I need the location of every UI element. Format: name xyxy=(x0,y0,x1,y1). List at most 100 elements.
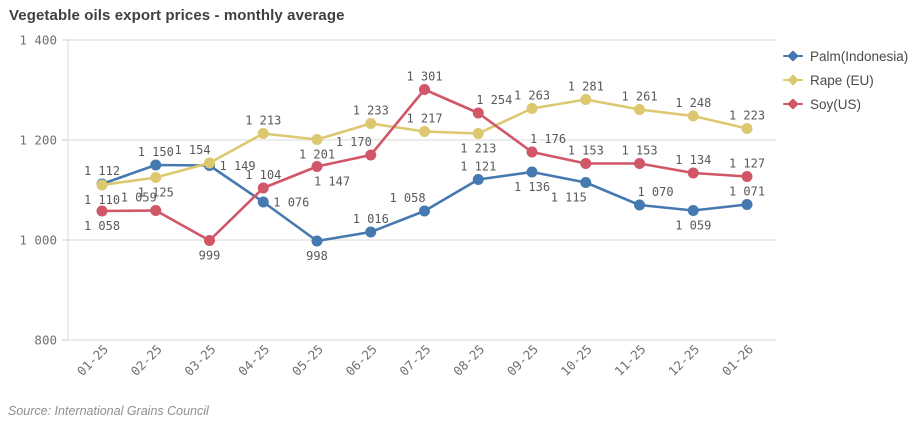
data-label-Palm(Indonesia)-02-25: 1 150 xyxy=(138,145,174,159)
data-point-Rape (EU)-01-26[interactable] xyxy=(741,123,753,134)
data-point-Rape (EU)-09-25[interactable] xyxy=(526,103,538,114)
data-label-Soy(US)-08-25: 1 254 xyxy=(476,93,512,107)
legend-label: Palm(Indonesia) xyxy=(810,48,909,64)
data-label-Palm(Indonesia)-10-25: 1 115 xyxy=(551,191,587,205)
data-point-Palm(Indonesia)-12-25[interactable] xyxy=(687,205,699,216)
data-label-Soy(US)-11-25: 1 153 xyxy=(621,144,657,158)
legend-label: Rape (EU) xyxy=(810,72,874,88)
data-point-Soy(US)-11-25[interactable] xyxy=(634,158,645,169)
data-point-Rape (EU)-04-25[interactable] xyxy=(257,128,269,139)
data-point-Soy(US)-08-25[interactable] xyxy=(472,107,484,119)
data-point-Palm(Indonesia)-06-25[interactable] xyxy=(365,226,377,238)
data-label-Rape (EU)-01-25: 1 110 xyxy=(84,193,120,207)
legend-item-Palm(Indonesia)[interactable]: Palm(Indonesia) xyxy=(783,44,913,68)
data-point-Rape (EU)-03-25[interactable] xyxy=(204,157,215,169)
x-axis-label-10-25[interactable]: 10-25 xyxy=(558,342,595,379)
x-axis-label-08-25[interactable]: 08-25 xyxy=(450,342,487,379)
data-point-Soy(US)-03-25[interactable] xyxy=(204,235,215,246)
data-label-Soy(US)-12-25: 1 134 xyxy=(675,153,711,167)
data-point-Soy(US)-01-25[interactable] xyxy=(96,205,108,217)
x-axis-label-02-25[interactable]: 02-25 xyxy=(128,342,165,379)
data-point-Rape (EU)-06-25[interactable] xyxy=(365,118,377,129)
data-label-Palm(Indonesia)-07-25: 1 058 xyxy=(389,191,425,205)
y-axis-label: 1 400 xyxy=(19,33,57,48)
data-label-Soy(US)-01-25: 1 058 xyxy=(84,219,120,233)
data-label-Rape (EU)-12-25: 1 248 xyxy=(675,96,711,110)
data-point-Palm(Indonesia)-05-25[interactable] xyxy=(311,235,323,247)
data-label-Rape (EU)-01-26: 1 223 xyxy=(729,109,765,123)
data-label-Soy(US)-03-25: 999 xyxy=(199,249,221,263)
data-label-Rape (EU)-02-25: 1 125 xyxy=(138,186,174,200)
data-label-Rape (EU)-06-25: 1 233 xyxy=(353,104,389,118)
data-point-Rape (EU)-10-25[interactable] xyxy=(580,94,592,105)
data-point-Palm(Indonesia)-09-25[interactable] xyxy=(526,166,538,178)
data-label-Soy(US)-05-25: 1 147 xyxy=(314,175,350,189)
legend-item-Soy(US)[interactable]: Soy(US) xyxy=(783,92,913,116)
data-point-Palm(Indonesia)-02-25[interactable] xyxy=(150,159,162,171)
data-point-Soy(US)-06-25[interactable] xyxy=(365,149,377,161)
data-label-Rape (EU)-08-25: 1 213 xyxy=(460,142,496,156)
y-axis-label: 800 xyxy=(34,333,57,348)
data-label-Rape (EU)-11-25: 1 261 xyxy=(621,90,657,104)
data-point-Soy(US)-09-25[interactable] xyxy=(526,146,538,158)
data-point-Palm(Indonesia)-01-26[interactable] xyxy=(741,199,753,210)
x-axis-label-06-25[interactable]: 06-25 xyxy=(343,342,380,379)
data-label-Palm(Indonesia)-05-25: 998 xyxy=(306,249,328,263)
x-axis-label-09-25[interactable]: 09-25 xyxy=(504,342,541,379)
data-label-Palm(Indonesia)-04-25: 1 076 xyxy=(273,196,309,210)
data-point-Palm(Indonesia)-10-25[interactable] xyxy=(580,177,592,188)
data-point-Soy(US)-12-25[interactable] xyxy=(687,167,699,179)
x-axis-label-04-25[interactable]: 04-25 xyxy=(235,342,272,379)
data-label-Soy(US)-09-25: 1 176 xyxy=(530,132,566,146)
data-label-Soy(US)-07-25: 1 301 xyxy=(406,70,442,84)
data-point-Palm(Indonesia)-08-25[interactable] xyxy=(472,174,484,185)
data-label-Soy(US)-01-26: 1 127 xyxy=(729,157,765,171)
data-point-Soy(US)-10-25[interactable] xyxy=(580,158,592,169)
chart-legend: Palm(Indonesia) Rape (EU) Soy(US) xyxy=(783,44,913,116)
data-label-Palm(Indonesia)-06-25: 1 016 xyxy=(353,212,389,226)
data-point-Rape (EU)-11-25[interactable] xyxy=(634,104,645,115)
data-label-Palm(Indonesia)-03-25: 1 149 xyxy=(220,159,256,173)
chart-title: Vegetable oils export prices - monthly a… xyxy=(9,7,345,24)
data-label-Soy(US)-04-25: 1 104 xyxy=(245,168,281,182)
x-axis-label-05-25[interactable]: 05-25 xyxy=(289,342,326,379)
data-label-Soy(US)-10-25: 1 153 xyxy=(568,144,604,158)
data-point-Rape (EU)-08-25[interactable] xyxy=(472,128,484,139)
legend-line-diamond-icon xyxy=(783,98,803,110)
data-point-Soy(US)-07-25[interactable] xyxy=(419,84,430,95)
data-point-Rape (EU)-01-25[interactable] xyxy=(96,179,108,191)
x-axis-label-12-25[interactable]: 12-25 xyxy=(665,342,702,379)
x-axis-label-01-25[interactable]: 01-25 xyxy=(74,342,111,379)
data-label-Palm(Indonesia)-12-25: 1 059 xyxy=(675,219,711,233)
data-point-Palm(Indonesia)-07-25[interactable] xyxy=(419,205,430,217)
data-point-Rape (EU)-02-25[interactable] xyxy=(150,172,162,183)
x-axis-label-07-25[interactable]: 07-25 xyxy=(396,342,433,379)
y-axis-label: 1 000 xyxy=(19,233,57,248)
data-label-Rape (EU)-04-25: 1 213 xyxy=(245,114,281,128)
x-axis-label-03-25[interactable]: 03-25 xyxy=(181,342,218,379)
data-point-Palm(Indonesia)-04-25[interactable] xyxy=(257,196,269,208)
data-point-Palm(Indonesia)-11-25[interactable] xyxy=(634,199,645,211)
data-label-Rape (EU)-09-25: 1 263 xyxy=(514,89,550,103)
data-label-Palm(Indonesia)-01-26: 1 071 xyxy=(729,185,765,199)
legend-item-Rape (EU)[interactable]: Rape (EU) xyxy=(783,68,913,92)
data-label-Rape (EU)-03-25: 1 154 xyxy=(174,143,210,157)
data-label-Palm(Indonesia)-09-25: 1 136 xyxy=(514,180,550,194)
x-axis-label-01-26[interactable]: 01-26 xyxy=(719,342,756,379)
data-point-Soy(US)-02-25[interactable] xyxy=(150,205,162,216)
data-point-Soy(US)-01-26[interactable] xyxy=(741,171,753,182)
data-point-Soy(US)-04-25[interactable] xyxy=(257,182,269,194)
y-axis-label: 1 200 xyxy=(19,133,57,148)
data-point-Rape (EU)-05-25[interactable] xyxy=(311,134,323,145)
data-label-Soy(US)-06-25: 1 170 xyxy=(336,135,372,149)
data-label-Rape (EU)-10-25: 1 281 xyxy=(568,80,604,94)
data-label-Rape (EU)-05-25: 1 201 xyxy=(299,148,335,162)
data-point-Rape (EU)-07-25[interactable] xyxy=(419,126,430,137)
data-point-Soy(US)-05-25[interactable] xyxy=(311,161,323,172)
x-axis-label-11-25[interactable]: 11-25 xyxy=(611,342,648,379)
data-point-Rape (EU)-12-25[interactable] xyxy=(687,110,699,122)
data-label-Palm(Indonesia)-01-25: 1 112 xyxy=(84,164,120,178)
data-label-Soy(US)-02-25: 1 059 xyxy=(121,191,157,205)
data-label-Rape (EU)-07-25: 1 217 xyxy=(406,112,442,126)
